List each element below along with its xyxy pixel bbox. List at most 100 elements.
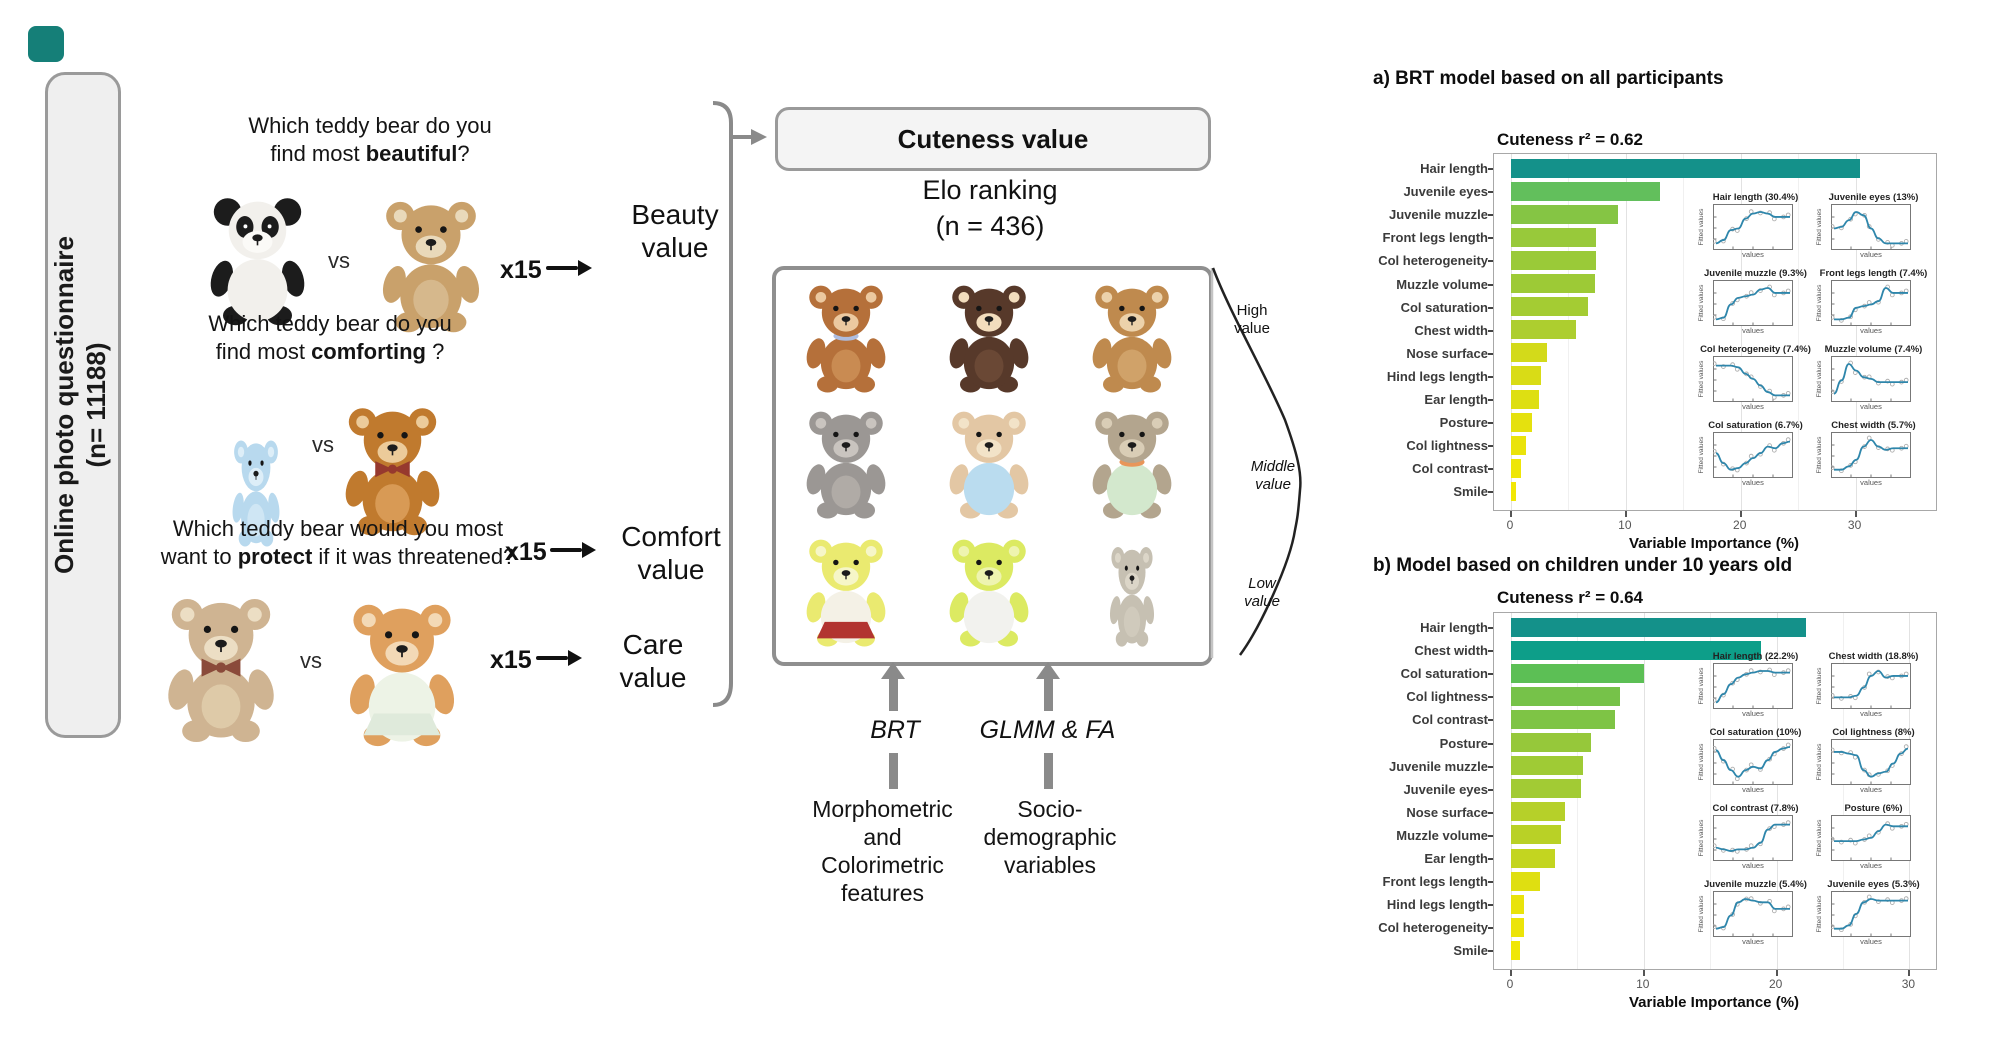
y-axis-tick [1488,742,1493,745]
high-value-label: High value [1234,302,1270,337]
elo-grid-bear-6 [1076,402,1188,520]
bar-label: Col heterogeneity [1378,253,1488,269]
y-axis-tick [1488,168,1493,170]
socio-demographic-label: Socio-demographic variables [983,796,1117,878]
x-axis-tick [1908,969,1911,976]
x-tick-label: 20 [1768,976,1783,991]
inset-body: Fitted values [1816,204,1930,250]
bar-label: Smile [1453,484,1488,500]
brt-label: BRT [870,716,920,744]
inset-title: Chest width (5.7%) [1831,420,1916,431]
major-gridline [1740,154,1742,510]
elo-grid-bear-8 [933,530,1045,648]
x-axis-title: Variable Importance (%) [1628,534,1800,552]
chart-panel: Hair length (30.4%) Fitted values values Ju… [1493,153,1937,511]
y-axis-tick [1488,283,1493,286]
inset-body: Fitted values [1816,432,1930,478]
importance-bar [1511,617,1806,637]
importance-bar [1511,435,1526,455]
x-tick-label: 30 [1847,517,1862,532]
vs-label: vs [328,248,350,273]
x-axis-tick [1510,510,1512,517]
chart-subtitle: Cuteness r² = 0.62 [1497,130,1643,149]
bear-illustration-bow [155,586,287,744]
chart-panel: Hair length (22.2%) Fitted values values Ch… [1493,612,1937,970]
inset-partial-plot: Col saturation (10%) Fitted values values [1698,727,1812,794]
y-axis-tick [1488,491,1493,494]
x-axis-tick [1642,969,1645,976]
y-axis-tick [1488,950,1493,953]
importance-bar [1511,640,1761,660]
y-axis-tick [1488,927,1493,930]
x-tick-label: 0 [1506,517,1514,532]
bar-label: Hair length [1420,161,1488,176]
inset-x-axis-label: values [1860,861,1882,870]
inset-title: Front legs length (7.4%) [1819,268,1928,279]
bar-label: Ear length [1424,851,1488,866]
minor-gridline [1710,613,1712,969]
inset-x-axis-label: values [1860,326,1882,335]
beauty-value-label: Beauty value [631,199,719,263]
inset-title: Hair length (30.4%) [1712,192,1799,203]
bar-label: Posture [1439,735,1488,751]
y-axis-tick [1488,811,1493,814]
inset-partial-plot: Juvenile eyes (5.3%) Fitted values values [1816,879,1930,946]
bar-label: Chest width [1414,322,1488,338]
x15-label: x15 [490,646,532,674]
y-axis-tick [1488,468,1493,471]
inset-body: Fitted values [1816,356,1930,402]
question-protect: Which teddy bear would you most want to … [160,516,516,569]
inset-body: Fitted values [1816,663,1930,709]
chart-subtitle: Cuteness r² = 0.64 [1497,588,1643,607]
inset-x-axis-label: values [1860,250,1882,259]
comfort-value-label: Comfort value [621,521,721,585]
y-axis-tick [1488,214,1493,217]
bar-label: Hind legs length [1386,897,1488,913]
y-axis-tick [1488,650,1493,653]
x15-label: x15 [500,256,542,284]
chart-brt-all-participants: a) BRT model based on all participants Cu… [1370,60,2000,560]
importance-bar [1511,227,1596,247]
x-axis-tick [1775,969,1778,976]
bear-illustration-orange [335,385,450,537]
elo-ranking-label: Elo ranking (n = 436) [922,175,1058,241]
inset-x-axis-label: values [1860,402,1882,411]
x-tick-label: 20 [1733,517,1747,532]
bar-label: Col saturation [1400,299,1488,315]
minor-gridline [1798,154,1800,510]
inset-partial-plot: Juvenile eyes (13%) Fitted values values [1816,192,1930,259]
inset-partial-plot: Juvenile muzzle (9.3%) Fitted values value… [1698,268,1812,335]
importance-bar [1511,848,1555,868]
major-gridline [1625,154,1627,510]
distribution-curve [1210,267,1302,658]
inset-partial-plot: Hair length (30.4%) Fitted values values [1698,192,1812,259]
importance-bar [1511,686,1620,706]
inset-body: Fitted values [1816,891,1930,937]
bar-label: Col contrast [1412,712,1488,728]
inset-x-axis-label: values [1860,478,1882,487]
inset-partial-plot: Col saturation (6.7%) Fitted values values [1698,420,1812,487]
major-gridline [1776,613,1778,969]
bar-label: Posture [1439,415,1488,431]
questionnaire-panel: Online photo questionnaire (n= 11188) [45,72,121,738]
inset-x-axis-label: values [1742,937,1764,946]
importance-bar [1511,458,1522,478]
importance-bar [1511,320,1577,340]
elo-grid-bear-2 [933,276,1045,394]
inset-x-axis-label: values [1742,402,1764,411]
inset-title: Col saturation (6.7%) [1708,420,1803,431]
elo-grid-bear-1 [790,276,902,394]
importance-bar [1511,871,1541,891]
importance-bar [1511,412,1532,432]
questionnaire-panel-label: Online photo questionnaire (n= 11188) [49,236,111,574]
x-axis-tick [1510,969,1512,976]
importance-bar [1511,204,1618,224]
y-axis-tick [1488,399,1493,401]
inset-title: Muzzle volume (7.4%) [1824,344,1923,355]
elo-grid-bear-4 [790,402,902,520]
importance-bar [1511,389,1539,409]
inset-title: Posture (6%) [1844,803,1903,814]
care-value-label: Care value [619,629,687,693]
y-axis-tick [1488,306,1493,309]
bear-illustration-blue [208,372,304,548]
